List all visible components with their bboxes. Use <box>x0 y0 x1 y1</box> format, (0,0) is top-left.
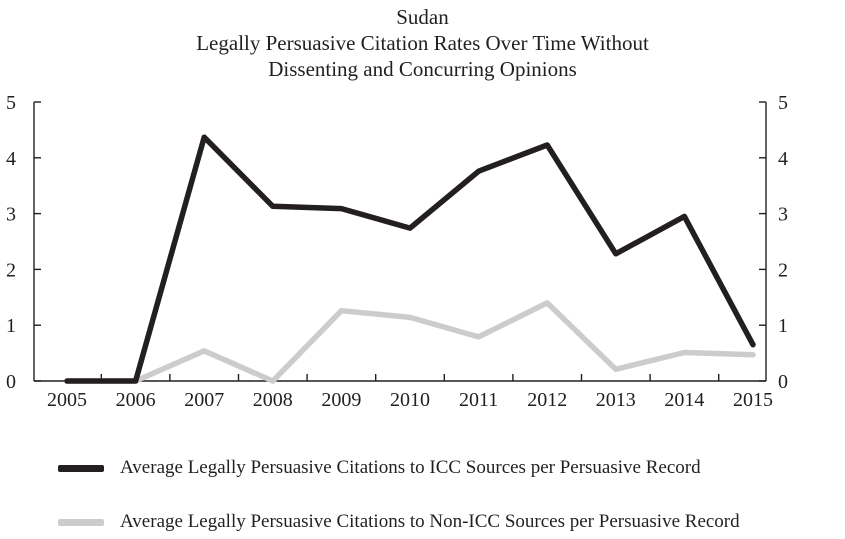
y-tick-label-right: 4 <box>778 148 788 170</box>
y-tick-label-left: 0 <box>6 371 16 393</box>
y-tick-label-right: 2 <box>778 259 788 281</box>
legend-label-non-icc: Average Legally Persuasive Citations to … <box>120 511 740 532</box>
legend-item-icc: Average Legally Persuasive Citations to … <box>58 457 701 479</box>
y-tick-label-left: 4 <box>6 148 16 170</box>
chart-title-line: Sudan <box>396 5 449 29</box>
y-tick-label-right: 3 <box>778 204 788 226</box>
series-lines <box>64 134 756 384</box>
x-tick-label: 2015 <box>733 389 773 411</box>
y-tick-label-right: 5 <box>778 92 788 114</box>
x-tick-label: 2014 <box>664 389 704 411</box>
legend-item-non-icc: Average Legally Persuasive Citations to … <box>58 511 740 533</box>
x-tick-label: 2005 <box>47 389 87 411</box>
x-tick-label: 2007 <box>184 389 224 411</box>
chart-title-line: Dissenting and Concurring Opinions <box>268 57 577 81</box>
x-tick-label: 2008 <box>253 389 293 411</box>
chart-title-line: Legally Persuasive Citation Rates Over T… <box>196 31 649 55</box>
x-tick-label: 2010 <box>390 389 430 411</box>
y-tick-label-left: 2 <box>6 259 16 281</box>
legend-swatch-non-icc <box>58 518 104 526</box>
y-tick-label-left: 5 <box>6 92 16 114</box>
series-line-icc <box>64 134 756 384</box>
y-tick-label-left: 3 <box>6 204 16 226</box>
y-tick-label-right: 0 <box>778 371 788 393</box>
y-tick-label-right: 1 <box>778 315 788 337</box>
x-tick-label: 2006 <box>116 389 156 411</box>
series-line-non-icc <box>64 300 756 384</box>
x-tick-label: 2012 <box>527 389 567 411</box>
y-tick-label-left: 1 <box>6 315 16 337</box>
x-tick-label: 2011 <box>459 389 498 411</box>
axes: 0 0 1 1 2 2 3 3 4 4 5 5 2005 2006 2007 2008 2009 2010 2011… <box>6 92 788 411</box>
legend-label-icc: Average Legally Persuasive Citations to … <box>120 457 701 478</box>
legend-swatch-icc <box>58 464 104 472</box>
chart-title: Sudan Legally Persuasive Citation Rates … <box>0 4 845 82</box>
x-tick-label: 2009 <box>321 389 361 411</box>
x-tick-label: 2013 <box>596 389 636 411</box>
